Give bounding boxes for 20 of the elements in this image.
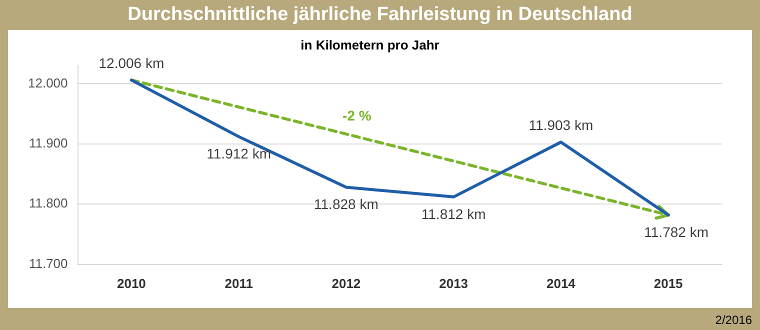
- x-tick-label: 2012: [332, 276, 361, 291]
- data-label: 11.828 km: [314, 196, 378, 212]
- y-tick-label: 11.800: [28, 196, 68, 211]
- text: 2/2016: [715, 313, 752, 327]
- chart-subtitle: in Kilometern pro Jahr: [300, 37, 440, 52]
- y-tick-label: 12.000: [28, 75, 68, 90]
- data-label: 12.006 km: [98, 54, 164, 71]
- data-label: 11.812 km: [421, 206, 486, 222]
- y-tick-label: 11.900: [28, 135, 68, 150]
- annotation: -2 %: [342, 108, 372, 124]
- x-tick-label: 2010: [116, 276, 146, 291]
- y-tick-label: 11.700: [28, 256, 68, 271]
- data-label: 11.912 km: [206, 146, 271, 162]
- x-tick-label: 2011: [224, 276, 253, 291]
- chart-title: Durchschnittliche jährliche Fahrleistung in Deutschland: [126, 3, 634, 27]
- x-tick-label: 2014: [546, 276, 576, 291]
- data-label: 11.782 km: [644, 224, 708, 240]
- x-tick-label: 2013: [439, 276, 468, 291]
- data-label: 11.903 km: [528, 116, 594, 133]
- x-tick-label: 2015: [654, 276, 683, 291]
